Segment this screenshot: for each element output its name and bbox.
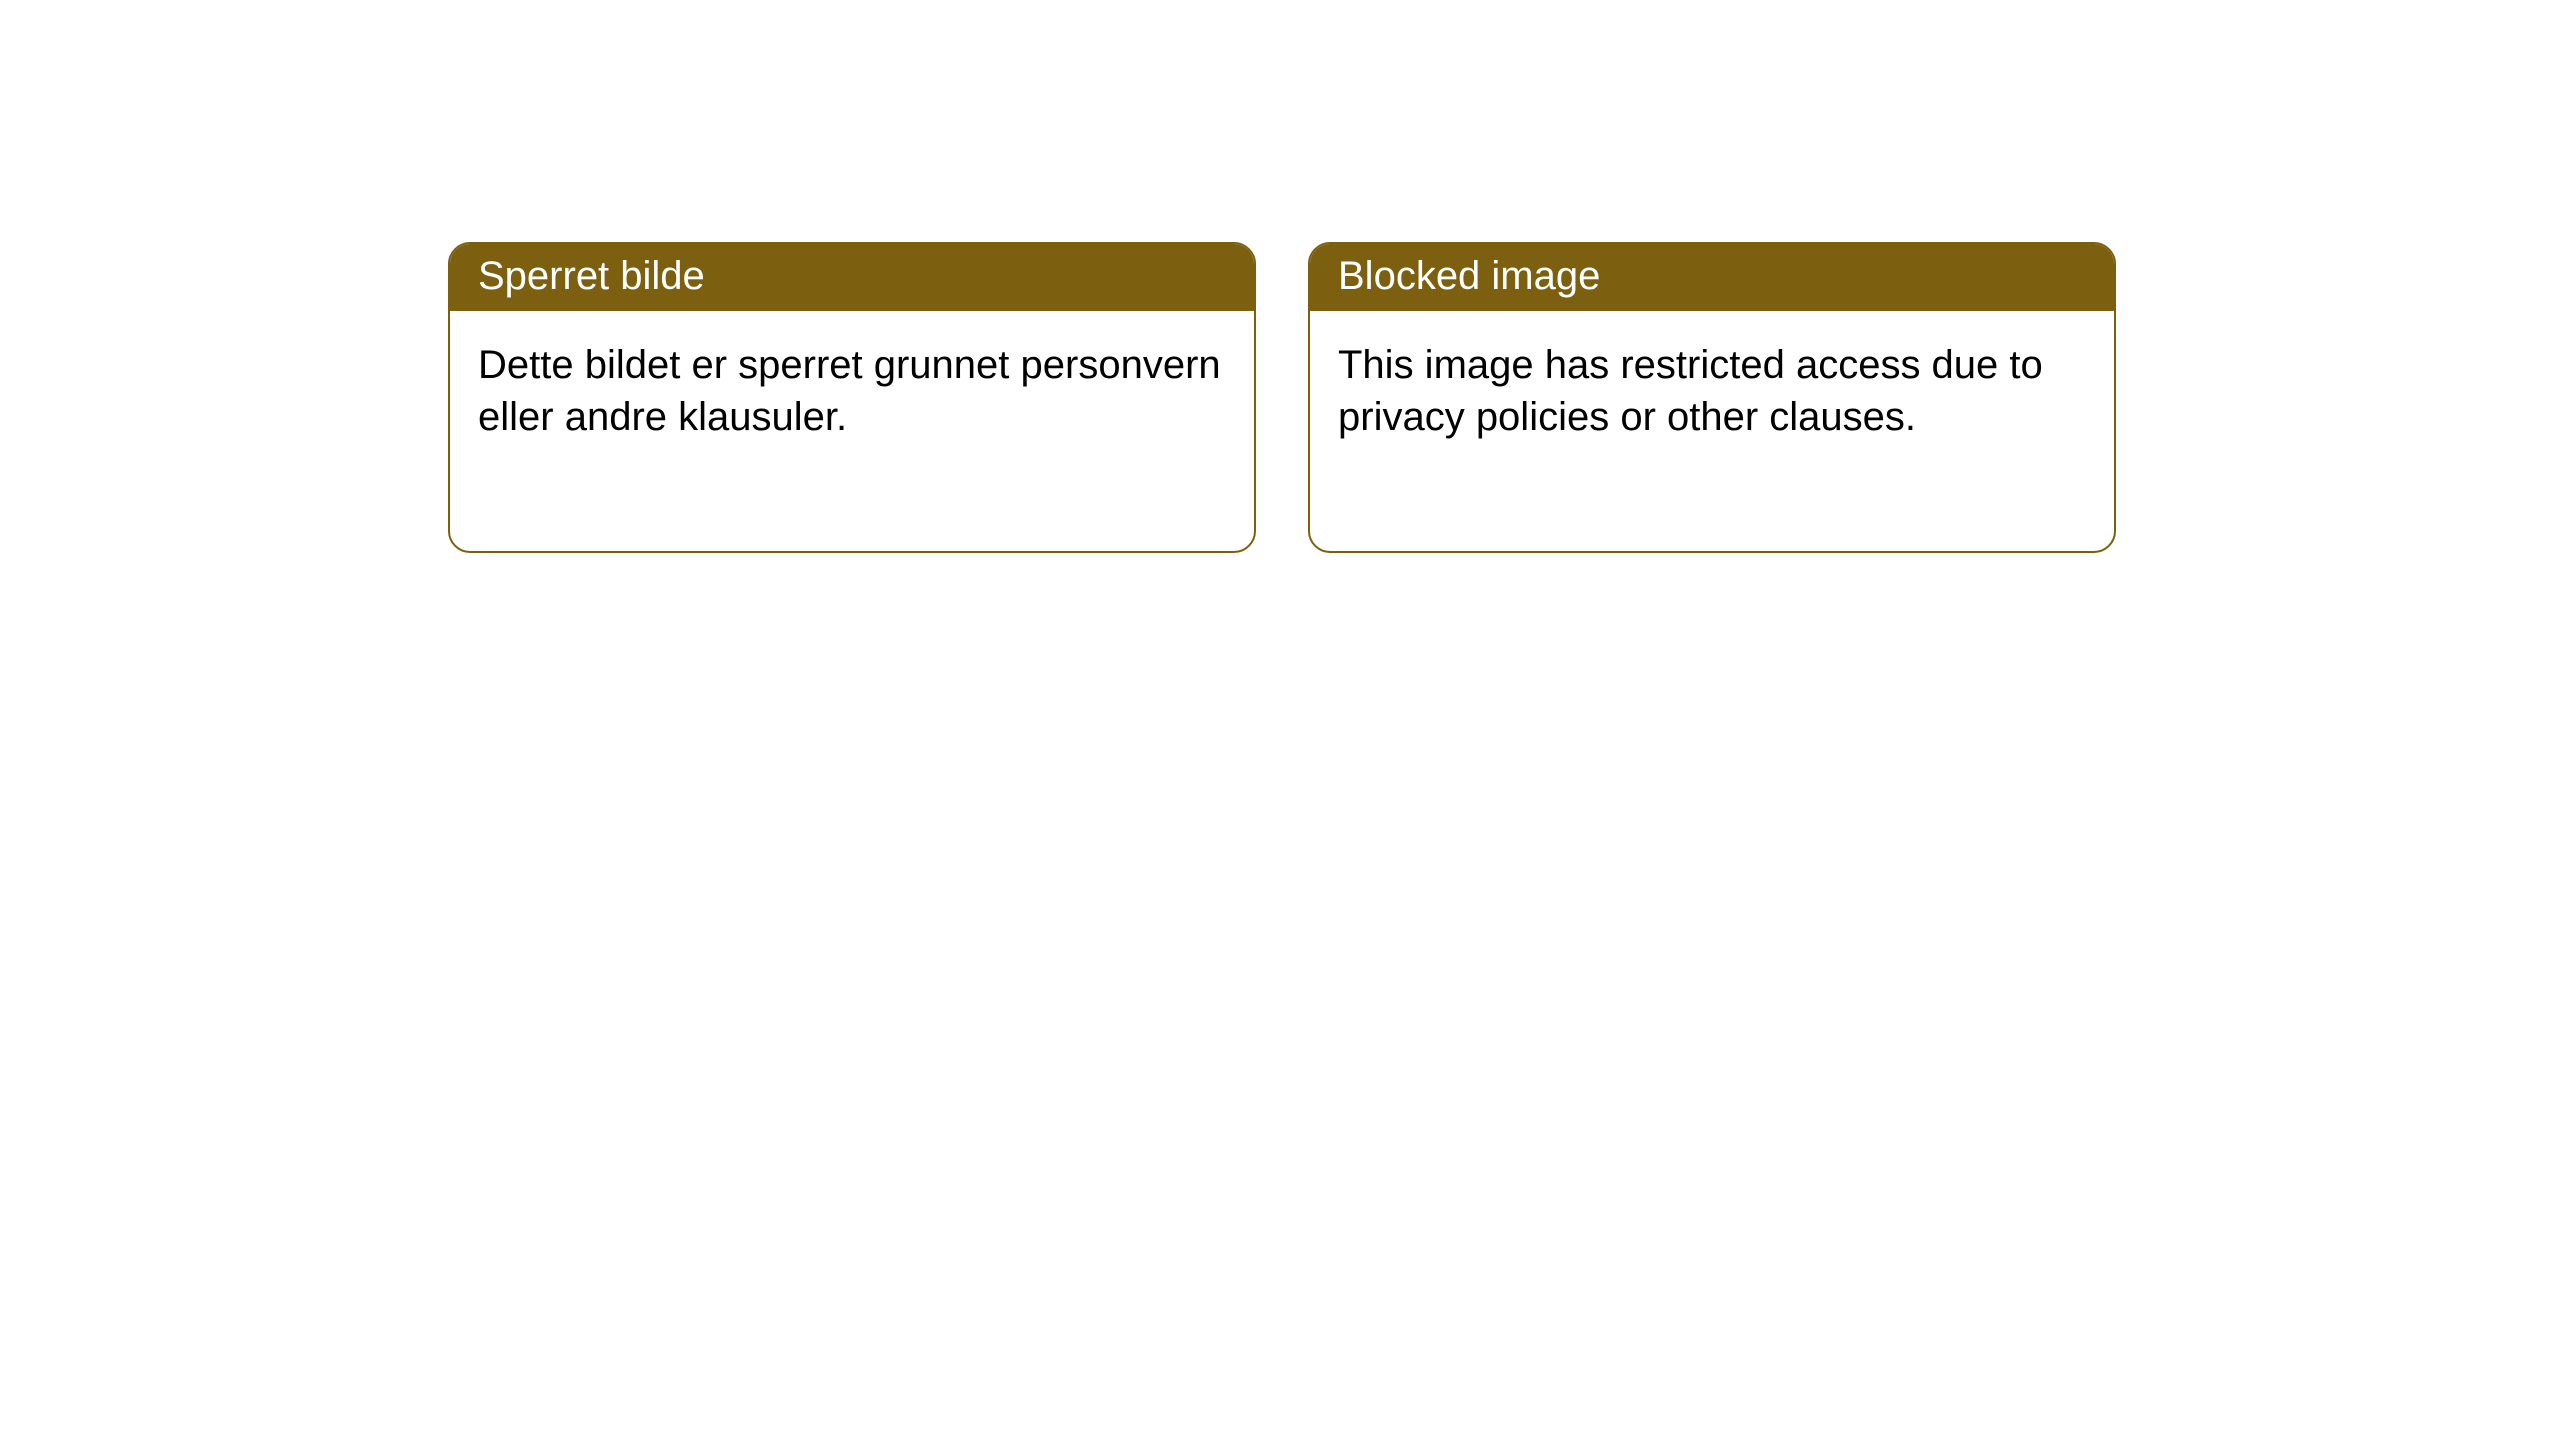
notice-box-english: Blocked image This image has restricted … — [1308, 242, 2116, 553]
notice-container: Sperret bilde Dette bildet er sperret gr… — [0, 0, 2560, 553]
notice-header: Sperret bilde — [450, 244, 1254, 311]
notice-body-text: This image has restricted access due to … — [1338, 343, 2043, 439]
notice-body: Dette bildet er sperret grunnet personve… — [450, 311, 1254, 551]
notice-header: Blocked image — [1310, 244, 2114, 311]
notice-title: Sperret bilde — [478, 254, 705, 298]
notice-box-norwegian: Sperret bilde Dette bildet er sperret gr… — [448, 242, 1256, 553]
notice-body-text: Dette bildet er sperret grunnet personve… — [478, 343, 1221, 439]
notice-title: Blocked image — [1338, 254, 1600, 298]
notice-body: This image has restricted access due to … — [1310, 311, 2114, 551]
